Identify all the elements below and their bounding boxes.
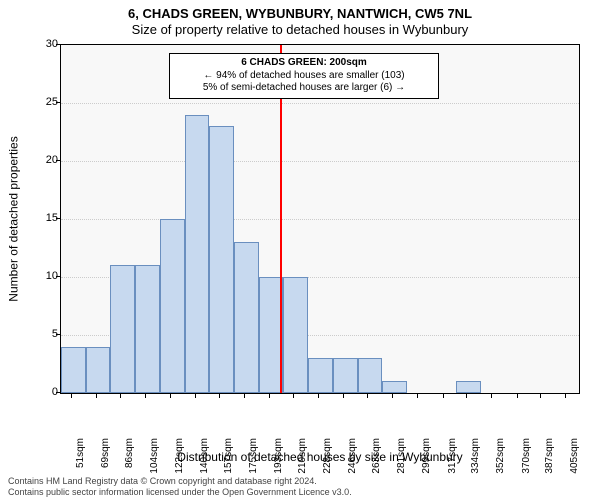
gridline-h bbox=[61, 161, 579, 162]
x-tick-label: 387sqm bbox=[544, 438, 555, 474]
x-tick-mark bbox=[219, 394, 220, 398]
y-tick-label: 20 bbox=[28, 154, 58, 166]
y-tick-label: 10 bbox=[28, 270, 58, 282]
y-tick-mark bbox=[56, 392, 60, 393]
x-tick-mark bbox=[417, 394, 418, 398]
histogram-bar bbox=[135, 265, 160, 393]
x-tick-mark bbox=[466, 394, 467, 398]
y-tick-mark bbox=[56, 276, 60, 277]
footer-line2: Contains public sector information licen… bbox=[8, 487, 592, 498]
x-tick-mark bbox=[96, 394, 97, 398]
histogram-bar bbox=[308, 358, 333, 393]
x-tick-mark bbox=[343, 394, 344, 398]
histogram-bar bbox=[382, 381, 407, 393]
y-tick-mark bbox=[56, 218, 60, 219]
x-tick-label: 281sqm bbox=[396, 438, 407, 474]
y-tick-label: 5 bbox=[28, 328, 58, 340]
histogram-bar bbox=[61, 347, 86, 393]
x-tick-mark bbox=[565, 394, 566, 398]
y-axis-label: Number of detached properties bbox=[6, 44, 22, 394]
x-tick-label: 352sqm bbox=[495, 438, 506, 474]
x-tick-label: 405sqm bbox=[569, 438, 580, 474]
histogram-bar bbox=[185, 115, 210, 393]
x-tick-mark bbox=[491, 394, 492, 398]
annotation-box: 6 CHADS GREEN: 200sqm ← 94% of detached … bbox=[169, 53, 439, 99]
histogram-bar bbox=[333, 358, 358, 393]
y-tick-label: 30 bbox=[28, 38, 58, 50]
histogram-bar bbox=[86, 347, 111, 393]
gridline-h bbox=[61, 103, 579, 104]
y-tick-mark bbox=[56, 334, 60, 335]
annotation-line1: 6 CHADS GREEN: 200sqm bbox=[176, 57, 432, 70]
chart-container: 6, CHADS GREEN, WYBUNBURY, NANTWICH, CW5… bbox=[0, 0, 600, 500]
x-tick-label: 370sqm bbox=[521, 438, 532, 474]
x-tick-mark bbox=[443, 394, 444, 398]
annotation-line2: ← 94% of detached houses are smaller (10… bbox=[176, 70, 432, 83]
y-tick-mark bbox=[56, 44, 60, 45]
y-tick-mark bbox=[56, 160, 60, 161]
x-tick-label: 86sqm bbox=[124, 438, 135, 468]
annotation-line3: 5% of semi-detached houses are larger (6… bbox=[176, 82, 432, 95]
x-tick-label: 69sqm bbox=[100, 438, 111, 468]
histogram-bar bbox=[110, 265, 135, 393]
y-tick-label: 25 bbox=[28, 96, 58, 108]
x-tick-mark bbox=[392, 394, 393, 398]
x-tick-mark bbox=[195, 394, 196, 398]
x-tick-mark bbox=[170, 394, 171, 398]
footer: Contains HM Land Registry data © Crown c… bbox=[0, 476, 600, 498]
histogram-bar bbox=[209, 126, 234, 393]
x-tick-label: 210sqm bbox=[297, 438, 308, 474]
x-tick-mark bbox=[269, 394, 270, 398]
y-tick-mark bbox=[56, 102, 60, 103]
gridline-h bbox=[61, 219, 579, 220]
x-tick-mark bbox=[71, 394, 72, 398]
x-tick-mark bbox=[293, 394, 294, 398]
x-tick-label: 263sqm bbox=[371, 438, 382, 474]
plot-area: 6 CHADS GREEN: 200sqm ← 94% of detached … bbox=[60, 44, 580, 394]
x-tick-label: 228sqm bbox=[322, 438, 333, 474]
histogram-bar bbox=[456, 381, 481, 393]
footer-line1: Contains HM Land Registry data © Crown c… bbox=[8, 476, 592, 487]
x-tick-label: 193sqm bbox=[273, 438, 284, 474]
x-tick-mark bbox=[367, 394, 368, 398]
y-tick-label: 0 bbox=[28, 386, 58, 398]
histogram-bar bbox=[160, 219, 185, 393]
chart-title-line2: Size of property relative to detached ho… bbox=[0, 22, 600, 37]
histogram-bar bbox=[234, 242, 259, 393]
x-tick-mark bbox=[120, 394, 121, 398]
x-tick-mark bbox=[244, 394, 245, 398]
x-tick-mark bbox=[540, 394, 541, 398]
y-tick-label: 15 bbox=[28, 212, 58, 224]
x-tick-label: 299sqm bbox=[421, 438, 432, 474]
x-tick-label: 317sqm bbox=[447, 438, 458, 474]
histogram-bar bbox=[358, 358, 383, 393]
x-tick-label: 175sqm bbox=[248, 438, 259, 474]
histogram-bar bbox=[283, 277, 308, 393]
x-tick-label: 246sqm bbox=[347, 438, 358, 474]
x-tick-label: 157sqm bbox=[223, 438, 234, 474]
x-tick-mark bbox=[517, 394, 518, 398]
x-tick-mark bbox=[145, 394, 146, 398]
x-tick-label: 334sqm bbox=[470, 438, 481, 474]
x-tick-label: 122sqm bbox=[174, 438, 185, 474]
x-tick-label: 140sqm bbox=[199, 438, 210, 474]
x-tick-label: 104sqm bbox=[149, 438, 160, 474]
chart-title-line1: 6, CHADS GREEN, WYBUNBURY, NANTWICH, CW5… bbox=[0, 6, 600, 21]
x-tick-label: 51sqm bbox=[75, 438, 86, 468]
x-tick-mark bbox=[318, 394, 319, 398]
